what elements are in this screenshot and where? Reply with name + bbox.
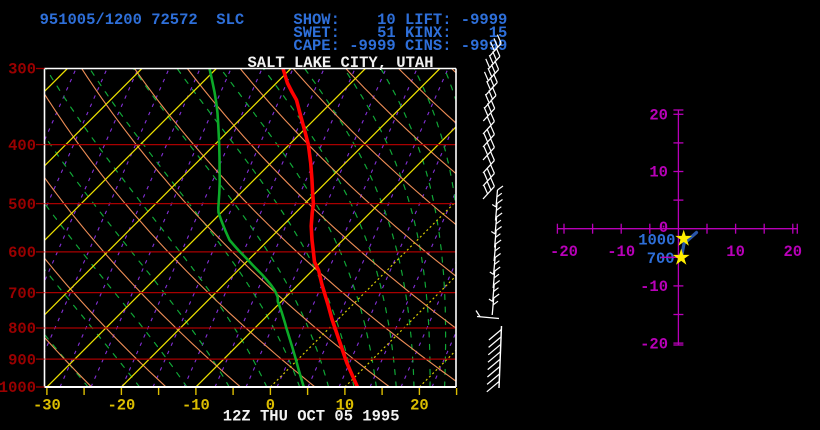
svg-text:SHOW: 10 LIFT: -9999: SHOW: 10 LIFT: -9999 <box>293 11 507 29</box>
svg-text:1000: 1000 <box>638 232 675 250</box>
svg-text:500: 500 <box>8 196 36 214</box>
svg-text:900: 900 <box>8 351 36 369</box>
svg-text:CAPE: -9999 CINS: -9999: CAPE: -9999 CINS: -9999 <box>293 37 507 55</box>
svg-text:10: 10 <box>649 164 668 182</box>
svg-text:600: 600 <box>8 244 36 262</box>
svg-text:-20: -20 <box>640 335 668 353</box>
svg-text:20: 20 <box>784 243 803 261</box>
svg-text:0: 0 <box>659 219 668 237</box>
svg-text:SWET: 51 KINX: 15: SWET: 51 KINX: 15 <box>293 24 507 42</box>
svg-text:-20: -20 <box>550 243 578 261</box>
svg-text:-30: -30 <box>33 397 61 415</box>
svg-text:700: 700 <box>8 285 36 303</box>
svg-text:10: 10 <box>726 243 745 261</box>
svg-text:SALT LAKE CITY, UTAH: SALT LAKE CITY, UTAH <box>248 54 434 72</box>
svg-text:300: 300 <box>8 61 36 79</box>
svg-text:20: 20 <box>410 397 429 415</box>
svg-text:700: 700 <box>647 250 675 268</box>
svg-text:-10: -10 <box>607 243 635 261</box>
svg-text:-10: -10 <box>182 397 210 415</box>
svg-text:1000: 1000 <box>0 379 36 397</box>
svg-text:12Z THU OCT 05 1995: 12Z THU OCT 05 1995 <box>223 408 400 426</box>
svg-text:-10: -10 <box>640 278 668 296</box>
svg-text:951005/1200 72572 SLC: 951005/1200 72572 SLC <box>40 11 245 29</box>
svg-text:0: 0 <box>266 397 275 415</box>
svg-text:-20: -20 <box>107 397 135 415</box>
svg-text:400: 400 <box>8 137 36 155</box>
svg-text:10: 10 <box>336 397 355 415</box>
svg-text:800: 800 <box>8 320 36 338</box>
svg-text:20: 20 <box>649 107 668 125</box>
